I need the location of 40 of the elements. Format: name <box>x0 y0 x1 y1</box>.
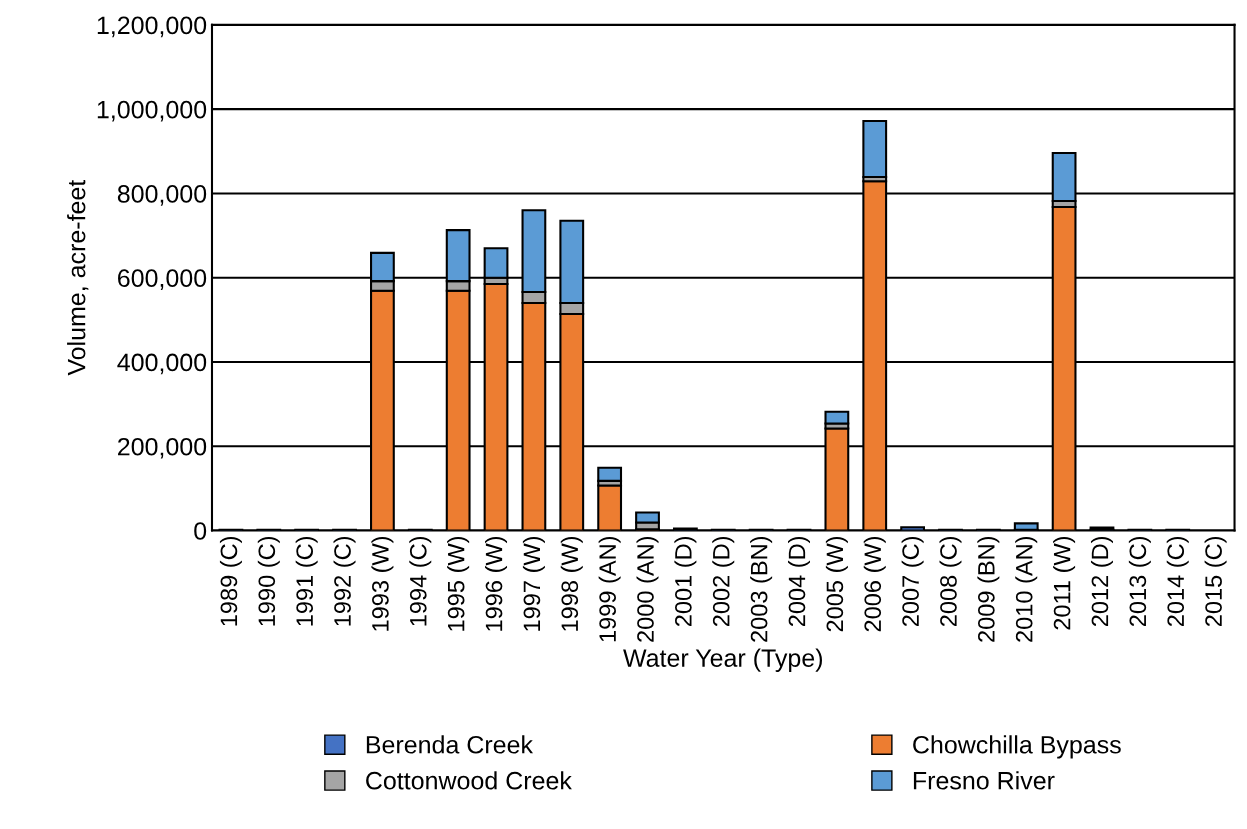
legend-label: Cottonwood Creek <box>366 771 572 790</box>
x-tick-label: 2001 (D) <box>674 536 697 627</box>
x-tick-label: 2010 (AN) <box>1015 536 1038 642</box>
x-tick-label: 1995 (W) <box>447 536 470 631</box>
x-tick-label: 1998 (W) <box>560 536 583 631</box>
x-tick-label: 2002 (D) <box>712 536 735 627</box>
x-tick-label: 2004 (D) <box>788 536 810 627</box>
x-tick-label: 2008 (C) <box>939 536 962 627</box>
y-tick-label: 200,000 <box>118 437 207 459</box>
x-tick-label: 2003 (BN) <box>750 536 773 642</box>
x-tick-label: 1996 (W) <box>485 536 508 631</box>
x-tick-label: 2007 (C) <box>901 536 924 627</box>
x-tick-label: 1994 (C) <box>409 536 432 626</box>
legend-label: Chowchilla Bypass <box>913 735 1121 759</box>
x-tick-label: 2014 (C) <box>1166 536 1189 627</box>
legend-label: Berenda Creek <box>366 735 534 754</box>
x-tick-label: 1992 (C) <box>333 536 356 626</box>
y-tick-label: 600,000 <box>118 269 207 290</box>
x-tick-label: 1990 (C) <box>257 536 280 626</box>
y-tick-label: 400,000 <box>117 353 207 375</box>
x-tick-label: 2005 (W) <box>825 536 848 632</box>
x-tick-label: 1989 (C) <box>219 536 242 626</box>
y-tick-label: 1,200,000 <box>97 16 207 38</box>
x-tick-label: 2000 (AN) <box>636 536 659 642</box>
x-tick-label: 1991 (C) <box>295 536 318 626</box>
x-axis-title: Water Year (Type) <box>623 648 822 672</box>
x-tick-label: 1997 (W) <box>522 536 545 631</box>
x-tick-label: 2011 (W) <box>1053 536 1076 630</box>
x-tick-label: 2009 (BN) <box>977 536 1000 642</box>
y-tick-label: 800,000 <box>117 185 207 206</box>
x-tick-label: 2013 (C) <box>1128 536 1151 627</box>
x-tick-label: 2006 (W) <box>863 536 886 632</box>
y-tick-label: 1,000,000 <box>97 100 207 122</box>
x-tick-label: 1999 (AN) <box>598 536 621 642</box>
y-axis-title: Volume, acre-feet <box>67 179 89 376</box>
legend-label: Fresno River <box>913 771 1055 790</box>
x-tick-label: 2015 (C) <box>1204 536 1227 627</box>
x-tick-label: 2012 (D) <box>1090 536 1113 627</box>
x-tick-label: 1993 (W) <box>371 536 394 631</box>
y-tick-label: 0 <box>194 522 207 540</box>
